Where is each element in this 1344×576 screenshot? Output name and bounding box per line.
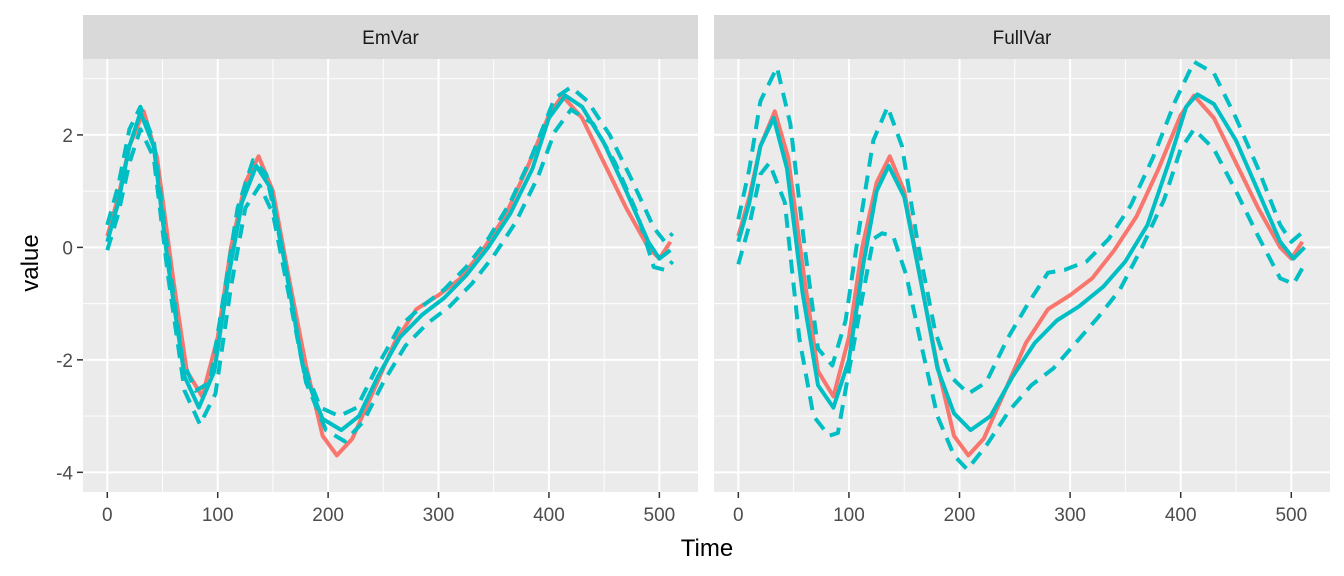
estimate-line — [105, 93, 672, 433]
estimate-interval-line — [105, 85, 675, 419]
estimate-interval-line — [105, 107, 675, 444]
x-tick-label: 500 — [1275, 505, 1307, 526]
x-tick-label: 100 — [833, 505, 865, 526]
estimate-interval-line — [736, 127, 1307, 472]
estimate-interval-line — [736, 59, 1306, 396]
x-tick-label: 400 — [533, 505, 565, 526]
y-axis-title: value — [17, 234, 44, 291]
facet-panel-fullvar: FullVar 0 100 200 300 400 500 — [714, 15, 1330, 526]
x-tick-label: 200 — [944, 505, 976, 526]
x-axis-title: Time — [681, 535, 733, 562]
facet-panel-emvar: EmVar 0 100 200 300 400 500 -4 -2 0 2 — [56, 15, 698, 526]
facet-strip — [83, 15, 698, 59]
x-tick-label: 300 — [423, 505, 455, 526]
facet-strip-label: EmVar — [362, 28, 419, 49]
facet-strip-label: FullVar — [993, 28, 1052, 49]
facet-strip — [714, 15, 1330, 59]
x-tick-label: 0 — [102, 505, 113, 526]
y-tick-label: 2 — [62, 126, 73, 147]
y-tick-label: -4 — [56, 463, 73, 484]
x-tick-label: 300 — [1054, 505, 1086, 526]
x-tick-label: 0 — [733, 505, 744, 526]
truth-line — [736, 93, 1305, 458]
truth-line — [105, 93, 673, 458]
estimate-line — [736, 92, 1307, 433]
x-tick-label: 100 — [202, 505, 234, 526]
x-tick-label: 200 — [312, 505, 344, 526]
y-tick-label: 0 — [62, 238, 73, 259]
x-tick-label: 500 — [644, 505, 676, 526]
y-tick-label: -2 — [56, 351, 73, 372]
panel-background — [83, 59, 698, 492]
x-tick-label: 400 — [1165, 505, 1197, 526]
